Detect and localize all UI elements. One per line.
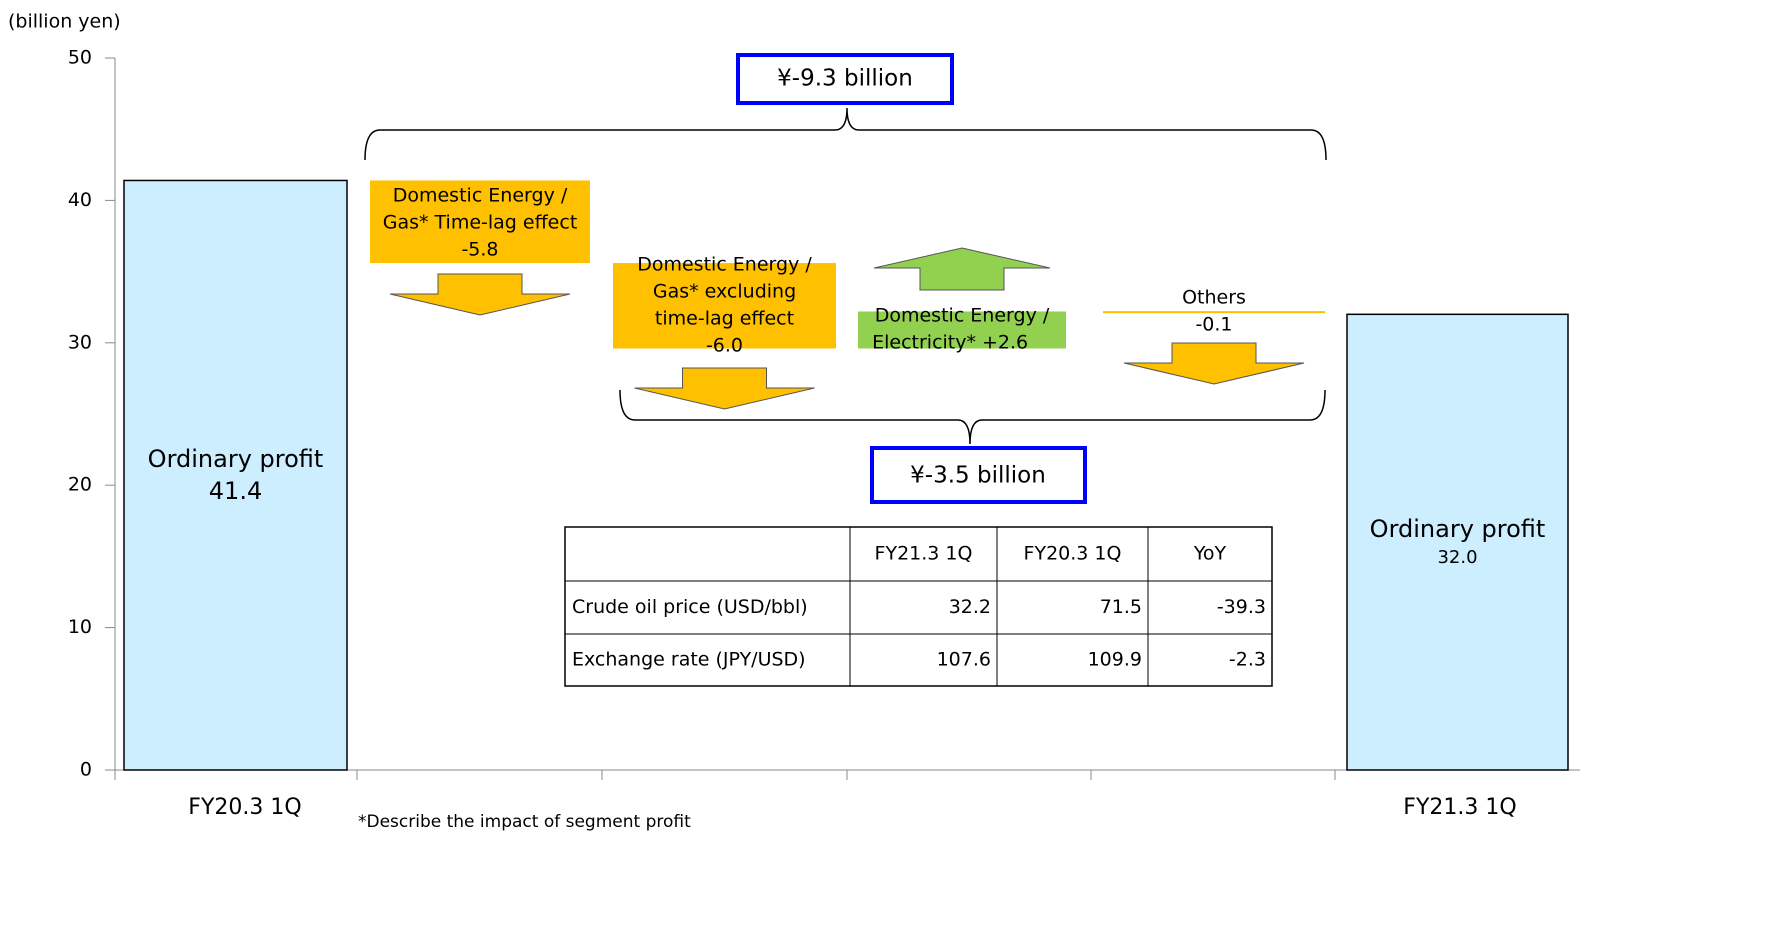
table-cell: 71.5: [1100, 596, 1142, 618]
arrow: [873, 247, 1051, 291]
bar-label: Ordinary profit: [1370, 515, 1546, 543]
table-cell: -2.3: [1229, 649, 1266, 671]
table-frame: [564, 526, 1273, 687]
value-label: 32.0: [1437, 547, 1477, 568]
table-header: YoY: [1193, 543, 1227, 565]
table-cell: 109.9: [1088, 649, 1142, 671]
annotation-box: [736, 53, 954, 105]
footnote: *Describe the impact of segment profit: [358, 812, 691, 832]
brace: [619, 389, 1326, 445]
bar: [370, 180, 590, 264]
value-label: 41.4: [209, 477, 262, 505]
annotation: ¥-9.3 billion: [777, 66, 913, 92]
value-label: -5.8: [461, 239, 498, 261]
value-label: +2.6: [982, 332, 1028, 354]
bar: [858, 311, 1066, 349]
y-tick-label: 10: [68, 616, 92, 638]
arrow: [634, 367, 815, 410]
bar-label: Domestic Energy /: [875, 305, 1050, 327]
bar-label: Gas* excluding: [653, 281, 796, 303]
table-cell: 32.2: [949, 596, 991, 618]
y-tick-label: 20: [68, 474, 92, 496]
arrow: [1123, 342, 1305, 385]
y-tick-label: 30: [68, 331, 92, 353]
table-cell: Exchange rate (JPY/USD): [572, 649, 806, 671]
annotation: ¥-3.5 billion: [910, 463, 1046, 489]
bar-label: Electricity*: [872, 332, 976, 354]
table-cell: -39.3: [1217, 596, 1266, 618]
bar-label: Others: [1182, 287, 1246, 309]
arrow: [389, 273, 571, 316]
annotation-box: [870, 446, 1087, 504]
table-header: FY20.3 1Q: [1024, 543, 1122, 565]
table-header: FY21.3 1Q: [875, 543, 973, 565]
y-tick-label: 0: [80, 759, 92, 781]
bar-label: Ordinary profit: [148, 445, 324, 473]
value-label: -6.0: [706, 335, 743, 357]
bar-label: time-lag effect: [655, 308, 794, 330]
bar-label: Domestic Energy /: [393, 185, 568, 207]
bar: [1346, 313, 1569, 771]
y-tick-label: 50: [68, 47, 92, 69]
value-label: -0.1: [1195, 314, 1232, 336]
x-tick-label: FY20.3 1Q: [188, 795, 301, 820]
bar-label: Gas* Time-lag effect: [383, 212, 578, 234]
table-cell: Crude oil price (USD/bbl): [572, 596, 808, 618]
table-cell: 107.6: [937, 649, 991, 671]
y-tick-label: 40: [68, 189, 92, 211]
bar: [123, 179, 348, 771]
y-axis-label: (billion yen): [8, 11, 121, 33]
brace: [364, 107, 1327, 161]
x-tick-label: FY21.3 1Q: [1403, 795, 1516, 820]
bar: [613, 263, 836, 349]
bar-label: Domestic Energy /: [637, 254, 812, 276]
